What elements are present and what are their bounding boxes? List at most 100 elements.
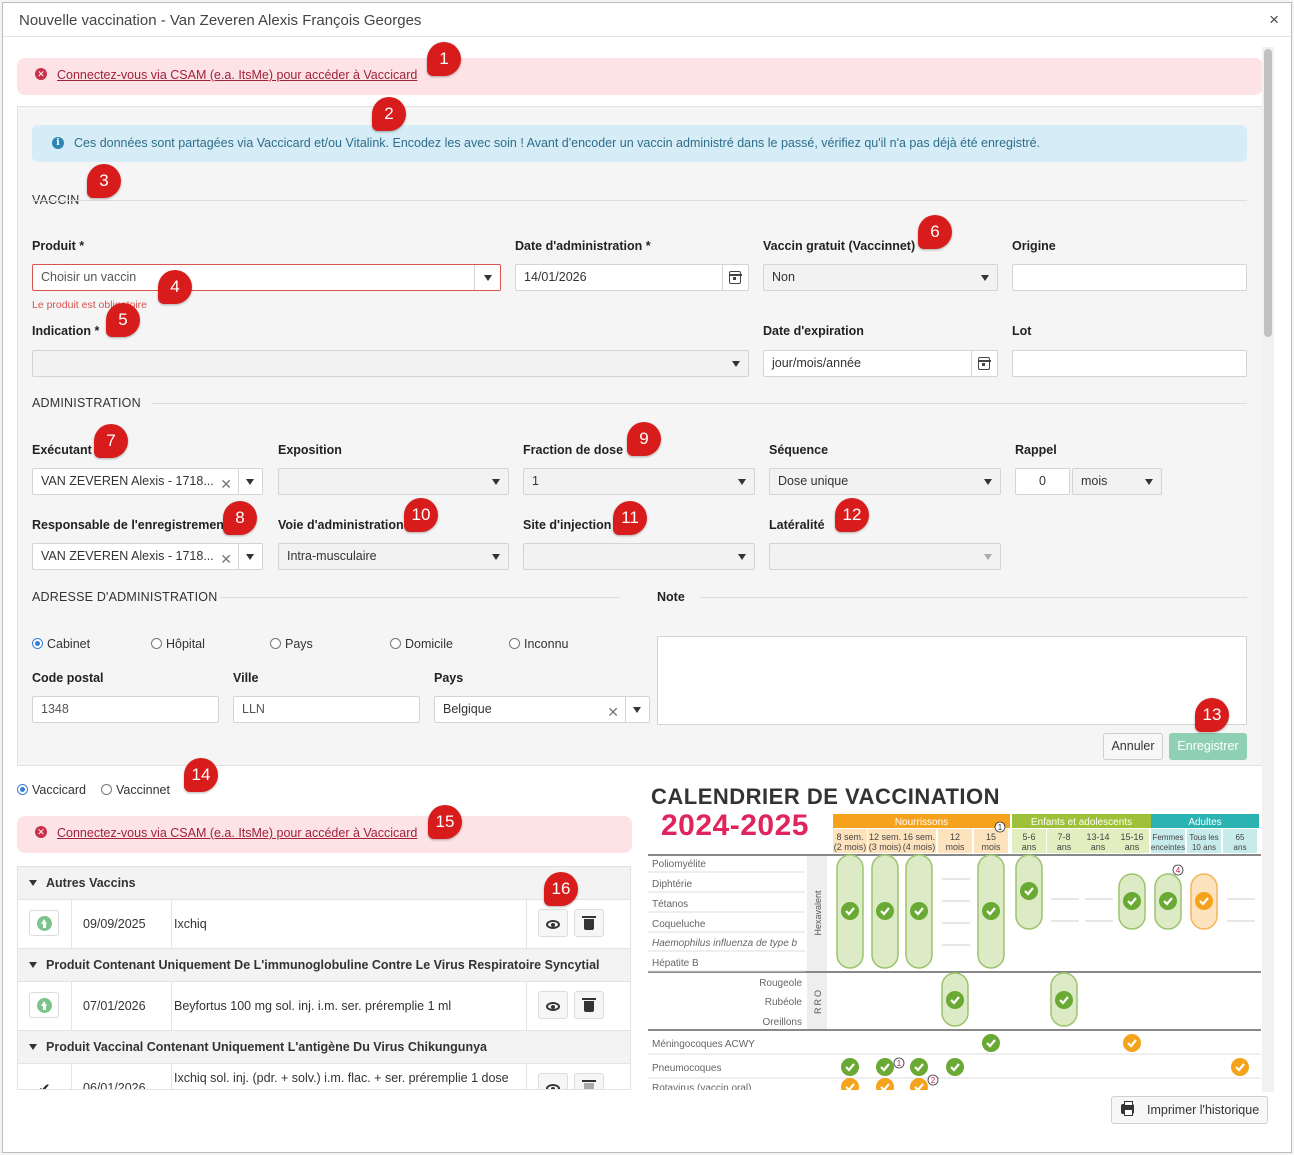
- calendar-age-label: 16 sem.: [903, 832, 935, 842]
- calendar-band-label: RRO: [813, 988, 823, 1014]
- check-icon: [914, 907, 924, 916]
- save-button[interactable]: Enregistrer: [1169, 733, 1247, 760]
- fraction-value: 1: [532, 474, 539, 488]
- radio-domicile[interactable]: Domicile: [390, 637, 453, 651]
- view-button[interactable]: [538, 909, 568, 937]
- check-icon: [1123, 1034, 1141, 1052]
- modal-scrollbar[interactable]: [1262, 47, 1274, 1092]
- executant-dropdown-toggle[interactable]: [238, 469, 262, 494]
- close-icon[interactable]: ×: [1269, 10, 1279, 29]
- check-icon: [841, 1078, 859, 1090]
- calendar-group-label: Enfants et adolescents: [1031, 817, 1132, 828]
- responsable-dropdown-toggle[interactable]: [238, 544, 262, 569]
- delete-button[interactable]: [574, 1073, 604, 1089]
- history-group-header[interactable]: Produit Vaccinal Contenant Uniquement L'…: [18, 1031, 630, 1064]
- view-button[interactable]: [538, 1073, 568, 1089]
- check-icon: [845, 1063, 855, 1072]
- calendar-age-label: ans: [1125, 842, 1140, 852]
- calendar-age-label: ans: [1091, 842, 1106, 852]
- expiration-picker[interactable]: [971, 351, 997, 376]
- executant-value: VAN ZEVEREN Alexis - 1718...: [41, 474, 214, 488]
- check-icon: [910, 1058, 928, 1076]
- print-history-button[interactable]: Imprimer l'historique: [1111, 1096, 1268, 1124]
- sequence-label: Séquence: [769, 443, 829, 457]
- code-postal-input[interactable]: 1348: [32, 696, 219, 723]
- calendar-age-label: (3 mois): [869, 842, 902, 852]
- clear-icon[interactable]: ✕: [607, 704, 619, 720]
- radio-pays[interactable]: Pays: [270, 637, 313, 651]
- calendar-age-cell: [1187, 829, 1221, 853]
- upload-button[interactable]: [29, 992, 59, 1018]
- calendar-age-cell: [1047, 829, 1081, 853]
- upload-button[interactable]: [29, 910, 59, 936]
- info-circle-icon: i: [52, 137, 64, 149]
- csam-alert-bottom: ✕ Connectez-vous via CSAM (e.a. ItsMe) p…: [17, 816, 632, 853]
- csam-login-link[interactable]: Connectez-vous via CSAM (e.a. ItsMe) pou…: [57, 68, 418, 82]
- lateralite-label: Latéralité: [769, 518, 825, 532]
- produit-dropdown-toggle[interactable]: [474, 265, 500, 290]
- sequence-select[interactable]: Dose unique: [769, 468, 1001, 495]
- rappel-value: 0: [1039, 474, 1046, 488]
- radio-label: Domicile: [405, 637, 453, 651]
- date-admin-picker[interactable]: [722, 265, 748, 290]
- pays-dropdown-toggle[interactable]: [625, 697, 649, 722]
- cancel-button[interactable]: Annuler: [1103, 733, 1163, 760]
- calendar-row-label: Coqueluche: [652, 919, 706, 930]
- ville-input[interactable]: LLN: [233, 696, 420, 723]
- lot-input[interactable]: [1012, 350, 1247, 377]
- calendar-row-label: Pneumocoques: [652, 1063, 722, 1074]
- calendar-group-header: [1012, 814, 1151, 828]
- radio-hopital[interactable]: Hôpital: [151, 637, 205, 651]
- modal-title: Nouvelle vaccination - Van Zeveren Alexi…: [19, 12, 422, 29]
- history-group-header[interactable]: Autres Vaccins: [18, 867, 630, 900]
- history-group-header[interactable]: Produit Contenant Uniquement De L'immuno…: [18, 949, 630, 982]
- lateralite-select[interactable]: [769, 543, 1001, 570]
- check-icon: [950, 1063, 960, 1072]
- rappel-unit-select[interactable]: mois: [1072, 468, 1162, 495]
- clear-icon[interactable]: ✕: [220, 551, 232, 567]
- radio-cabinet[interactable]: Cabinet: [32, 637, 90, 651]
- produit-select[interactable]: Choisir un vaccin: [32, 264, 501, 291]
- radio-vaccicard[interactable]: Vaccicard: [17, 783, 86, 797]
- annotation-marker: 15: [428, 805, 462, 839]
- date-admin-input[interactable]: 14/01/2026: [515, 264, 749, 291]
- check-icon: [845, 1083, 855, 1090]
- delete-button[interactable]: [574, 909, 604, 937]
- indication-select[interactable]: [32, 350, 749, 377]
- expiration-input[interactable]: jour/mois/année: [763, 350, 998, 377]
- section-divider: [32, 200, 1247, 201]
- check-icon: [950, 996, 960, 1005]
- delete-button[interactable]: [574, 991, 604, 1019]
- scrollbar-thumb[interactable]: [1264, 49, 1272, 337]
- csam-login-link[interactable]: Connectez-vous via CSAM (e.a. ItsMe) pou…: [57, 826, 418, 840]
- check-icon: [1123, 892, 1141, 910]
- voie-select[interactable]: Intra-musculaire: [278, 543, 509, 570]
- history-product-name: Ixchiq: [174, 917, 207, 931]
- executant-select[interactable]: VAN ZEVEREN Alexis - 1718... ✕: [32, 468, 263, 495]
- pays-select[interactable]: Belgique ✕: [434, 696, 650, 723]
- fraction-select[interactable]: 1: [523, 468, 755, 495]
- view-button[interactable]: [538, 991, 568, 1019]
- check-icon: [986, 907, 996, 916]
- exposition-select[interactable]: [278, 468, 509, 495]
- expiration-placeholder: jour/mois/année: [772, 356, 861, 370]
- check-icon: [1055, 991, 1073, 1009]
- origine-input[interactable]: [1012, 264, 1247, 291]
- calendar-group-label: Adultes: [1188, 817, 1221, 828]
- calendar-age-label: 12: [950, 832, 960, 842]
- responsable-label: Responsable de l'enregistrement: [32, 518, 229, 532]
- calendar-age-label: Tous les: [1189, 833, 1218, 842]
- clear-icon[interactable]: ✕: [220, 476, 232, 492]
- gratuit-select[interactable]: Non: [763, 264, 998, 291]
- radio-inconnu[interactable]: Inconnu: [509, 637, 568, 651]
- chevron-down-icon: [732, 361, 740, 367]
- check-icon: [876, 902, 894, 920]
- radio-vaccinnet[interactable]: Vaccinnet: [101, 783, 170, 797]
- responsable-select[interactable]: VAN ZEVEREN Alexis - 1718... ✕: [32, 543, 263, 570]
- note-textarea[interactable]: [657, 636, 1247, 725]
- site-select[interactable]: [523, 543, 755, 570]
- check-icon: [946, 991, 964, 1009]
- radio-icon: [101, 784, 112, 796]
- rappel-input[interactable]: 0: [1015, 468, 1070, 495]
- check-icon: [876, 1078, 894, 1090]
